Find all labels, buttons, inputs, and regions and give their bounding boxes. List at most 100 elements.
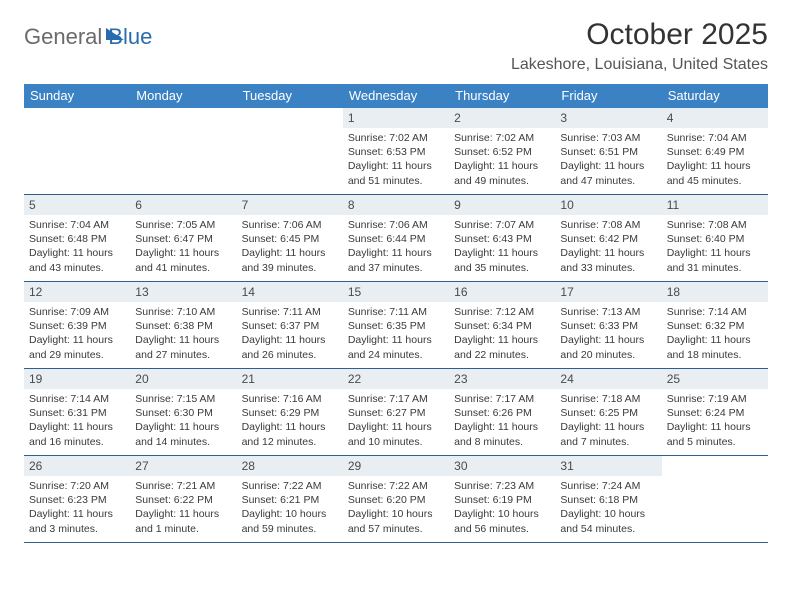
day-cell: 15Sunrise: 7:11 AMSunset: 6:35 PMDayligh… — [343, 282, 449, 368]
sunrise-text: Sunrise: 7:22 AM — [242, 479, 338, 493]
sunrise-text: Sunrise: 7:19 AM — [667, 392, 763, 406]
day-number: 2 — [449, 108, 555, 128]
header: General Blue October 2025 Lakeshore, Lou… — [24, 18, 768, 74]
day-cell — [130, 108, 236, 194]
week-row: 19Sunrise: 7:14 AMSunset: 6:31 PMDayligh… — [24, 369, 768, 456]
day-number: 8 — [343, 195, 449, 215]
sunrise-text: Sunrise: 7:14 AM — [29, 392, 125, 406]
sunset-text: Sunset: 6:27 PM — [348, 406, 444, 420]
day-cell: 11Sunrise: 7:08 AMSunset: 6:40 PMDayligh… — [662, 195, 768, 281]
day-cell: 17Sunrise: 7:13 AMSunset: 6:33 PMDayligh… — [555, 282, 661, 368]
daylight-text: Daylight: 10 hours and 54 minutes. — [560, 507, 656, 535]
daylight-text: Daylight: 11 hours and 27 minutes. — [135, 333, 231, 361]
day-cell: 28 Sunrise: 7:22 AMSunset: 6:21 PMDayligh… — [237, 456, 343, 542]
day-number: 27 — [130, 456, 236, 476]
day-number: 4 — [662, 108, 768, 128]
sunset-text: Sunset: 6:19 PM — [454, 493, 550, 507]
sunset-text: Sunset: 6:53 PM — [348, 145, 444, 159]
sunrise-text: Sunrise: 7:11 AM — [348, 305, 444, 319]
sunrise-text: Sunrise: 7:08 AM — [667, 218, 763, 232]
day-number: 25 — [662, 369, 768, 389]
day-cell: 30Sunrise: 7:23 AMSunset: 6:19 PMDayligh… — [449, 456, 555, 542]
day-number: 12 — [24, 282, 130, 302]
sunset-text: Sunset: 6:34 PM — [454, 319, 550, 333]
sunset-text: Sunset: 6:31 PM — [29, 406, 125, 420]
sunrise-text: Sunrise: 7:08 AM — [560, 218, 656, 232]
day-cell: 25Sunrise: 7:19 AMSunset: 6:24 PMDayligh… — [662, 369, 768, 455]
day-cell: 18Sunrise: 7:14 AMSunset: 6:32 PMDayligh… — [662, 282, 768, 368]
daylight-text: Daylight: 11 hours and 41 minutes. — [135, 246, 231, 274]
dow-sunday: Sunday — [24, 84, 130, 108]
sunrise-text: Sunrise: 7:02 AM — [348, 131, 444, 145]
sunset-text: Sunset: 6:38 PM — [135, 319, 231, 333]
day-cell: 20Sunrise: 7:15 AMSunset: 6:30 PMDayligh… — [130, 369, 236, 455]
sunrise-text: Sunrise: 7:05 AM — [135, 218, 231, 232]
day-number: 29 — [343, 456, 449, 476]
daylight-text: Daylight: 11 hours and 51 minutes. — [348, 159, 444, 187]
dow-monday: Monday — [130, 84, 236, 108]
sunset-text: Sunset: 6:22 PM — [135, 493, 231, 507]
day-number: 14 — [237, 282, 343, 302]
sunset-text: Sunset: 6:21 PM — [242, 493, 338, 507]
dow-friday: Friday — [555, 84, 661, 108]
day-cell: 6 Sunrise: 7:05 AMSunset: 6:47 PMDaylight… — [130, 195, 236, 281]
day-number: 3 — [555, 108, 661, 128]
day-cell: 26Sunrise: 7:20 AMSunset: 6:23 PMDayligh… — [24, 456, 130, 542]
sunrise-text: Sunrise: 7:16 AM — [242, 392, 338, 406]
daylight-text: Daylight: 11 hours and 16 minutes. — [29, 420, 125, 448]
sunset-text: Sunset: 6:33 PM — [560, 319, 656, 333]
sunset-text: Sunset: 6:44 PM — [348, 232, 444, 246]
daylight-text: Daylight: 11 hours and 8 minutes. — [454, 420, 550, 448]
day-number: 26 — [24, 456, 130, 476]
sunset-text: Sunset: 6:51 PM — [560, 145, 656, 159]
daylight-text: Daylight: 11 hours and 33 minutes. — [560, 246, 656, 274]
sunset-text: Sunset: 6:42 PM — [560, 232, 656, 246]
daylight-text: Daylight: 11 hours and 37 minutes. — [348, 246, 444, 274]
sunrise-text: Sunrise: 7:22 AM — [348, 479, 444, 493]
calendar: Sunday Monday Tuesday Wednesday Thursday… — [24, 84, 768, 543]
day-cell: 2 Sunrise: 7:02 AMSunset: 6:52 PMDaylight… — [449, 108, 555, 194]
sunset-text: Sunset: 6:43 PM — [454, 232, 550, 246]
day-cell: 21Sunrise: 7:16 AMSunset: 6:29 PMDayligh… — [237, 369, 343, 455]
day-number: 22 — [343, 369, 449, 389]
sunset-text: Sunset: 6:47 PM — [135, 232, 231, 246]
day-number: 28 — [237, 456, 343, 476]
day-cell: 4Sunrise: 7:04 AMSunset: 6:49 PMDaylight… — [662, 108, 768, 194]
day-cell: 12Sunrise: 7:09 AMSunset: 6:39 PMDayligh… — [24, 282, 130, 368]
title-block: October 2025 Lakeshore, Louisiana, Unite… — [511, 18, 768, 74]
daylight-text: Daylight: 11 hours and 49 minutes. — [454, 159, 550, 187]
daylight-text: Daylight: 11 hours and 22 minutes. — [454, 333, 550, 361]
daylight-text: Daylight: 11 hours and 14 minutes. — [135, 420, 231, 448]
daylight-text: Daylight: 11 hours and 43 minutes. — [29, 246, 125, 274]
day-number: 19 — [24, 369, 130, 389]
sunset-text: Sunset: 6:52 PM — [454, 145, 550, 159]
daylight-text: Daylight: 11 hours and 1 minute. — [135, 507, 231, 535]
daylight-text: Daylight: 11 hours and 47 minutes. — [560, 159, 656, 187]
sunrise-text: Sunrise: 7:23 AM — [454, 479, 550, 493]
day-number: 31 — [555, 456, 661, 476]
sunrise-text: Sunrise: 7:02 AM — [454, 131, 550, 145]
daylight-text: Daylight: 11 hours and 18 minutes. — [667, 333, 763, 361]
sunset-text: Sunset: 6:20 PM — [348, 493, 444, 507]
sunset-text: Sunset: 6:39 PM — [29, 319, 125, 333]
sunrise-text: Sunrise: 7:18 AM — [560, 392, 656, 406]
day-cell: 8Sunrise: 7:06 AMSunset: 6:44 PMDaylight… — [343, 195, 449, 281]
sunset-text: Sunset: 6:25 PM — [560, 406, 656, 420]
day-number: 6 — [130, 195, 236, 215]
sunrise-text: Sunrise: 7:13 AM — [560, 305, 656, 319]
page: General Blue October 2025 Lakeshore, Lou… — [0, 0, 792, 563]
day-number: 9 — [449, 195, 555, 215]
location: Lakeshore, Louisiana, United States — [511, 56, 768, 74]
sunset-text: Sunset: 6:45 PM — [242, 232, 338, 246]
day-number: 20 — [130, 369, 236, 389]
daylight-text: Daylight: 10 hours and 59 minutes. — [242, 507, 338, 535]
sunset-text: Sunset: 6:18 PM — [560, 493, 656, 507]
sunset-text: Sunset: 6:48 PM — [29, 232, 125, 246]
sunset-text: Sunset: 6:24 PM — [667, 406, 763, 420]
day-cell: 1Sunrise: 7:02 AMSunset: 6:53 PMDaylight… — [343, 108, 449, 194]
day-cell — [237, 108, 343, 194]
month-title: October 2025 — [511, 18, 768, 52]
day-cell: 13Sunrise: 7:10 AMSunset: 6:38 PMDayligh… — [130, 282, 236, 368]
daylight-text: Daylight: 11 hours and 10 minutes. — [348, 420, 444, 448]
daylight-text: Daylight: 11 hours and 39 minutes. — [242, 246, 338, 274]
